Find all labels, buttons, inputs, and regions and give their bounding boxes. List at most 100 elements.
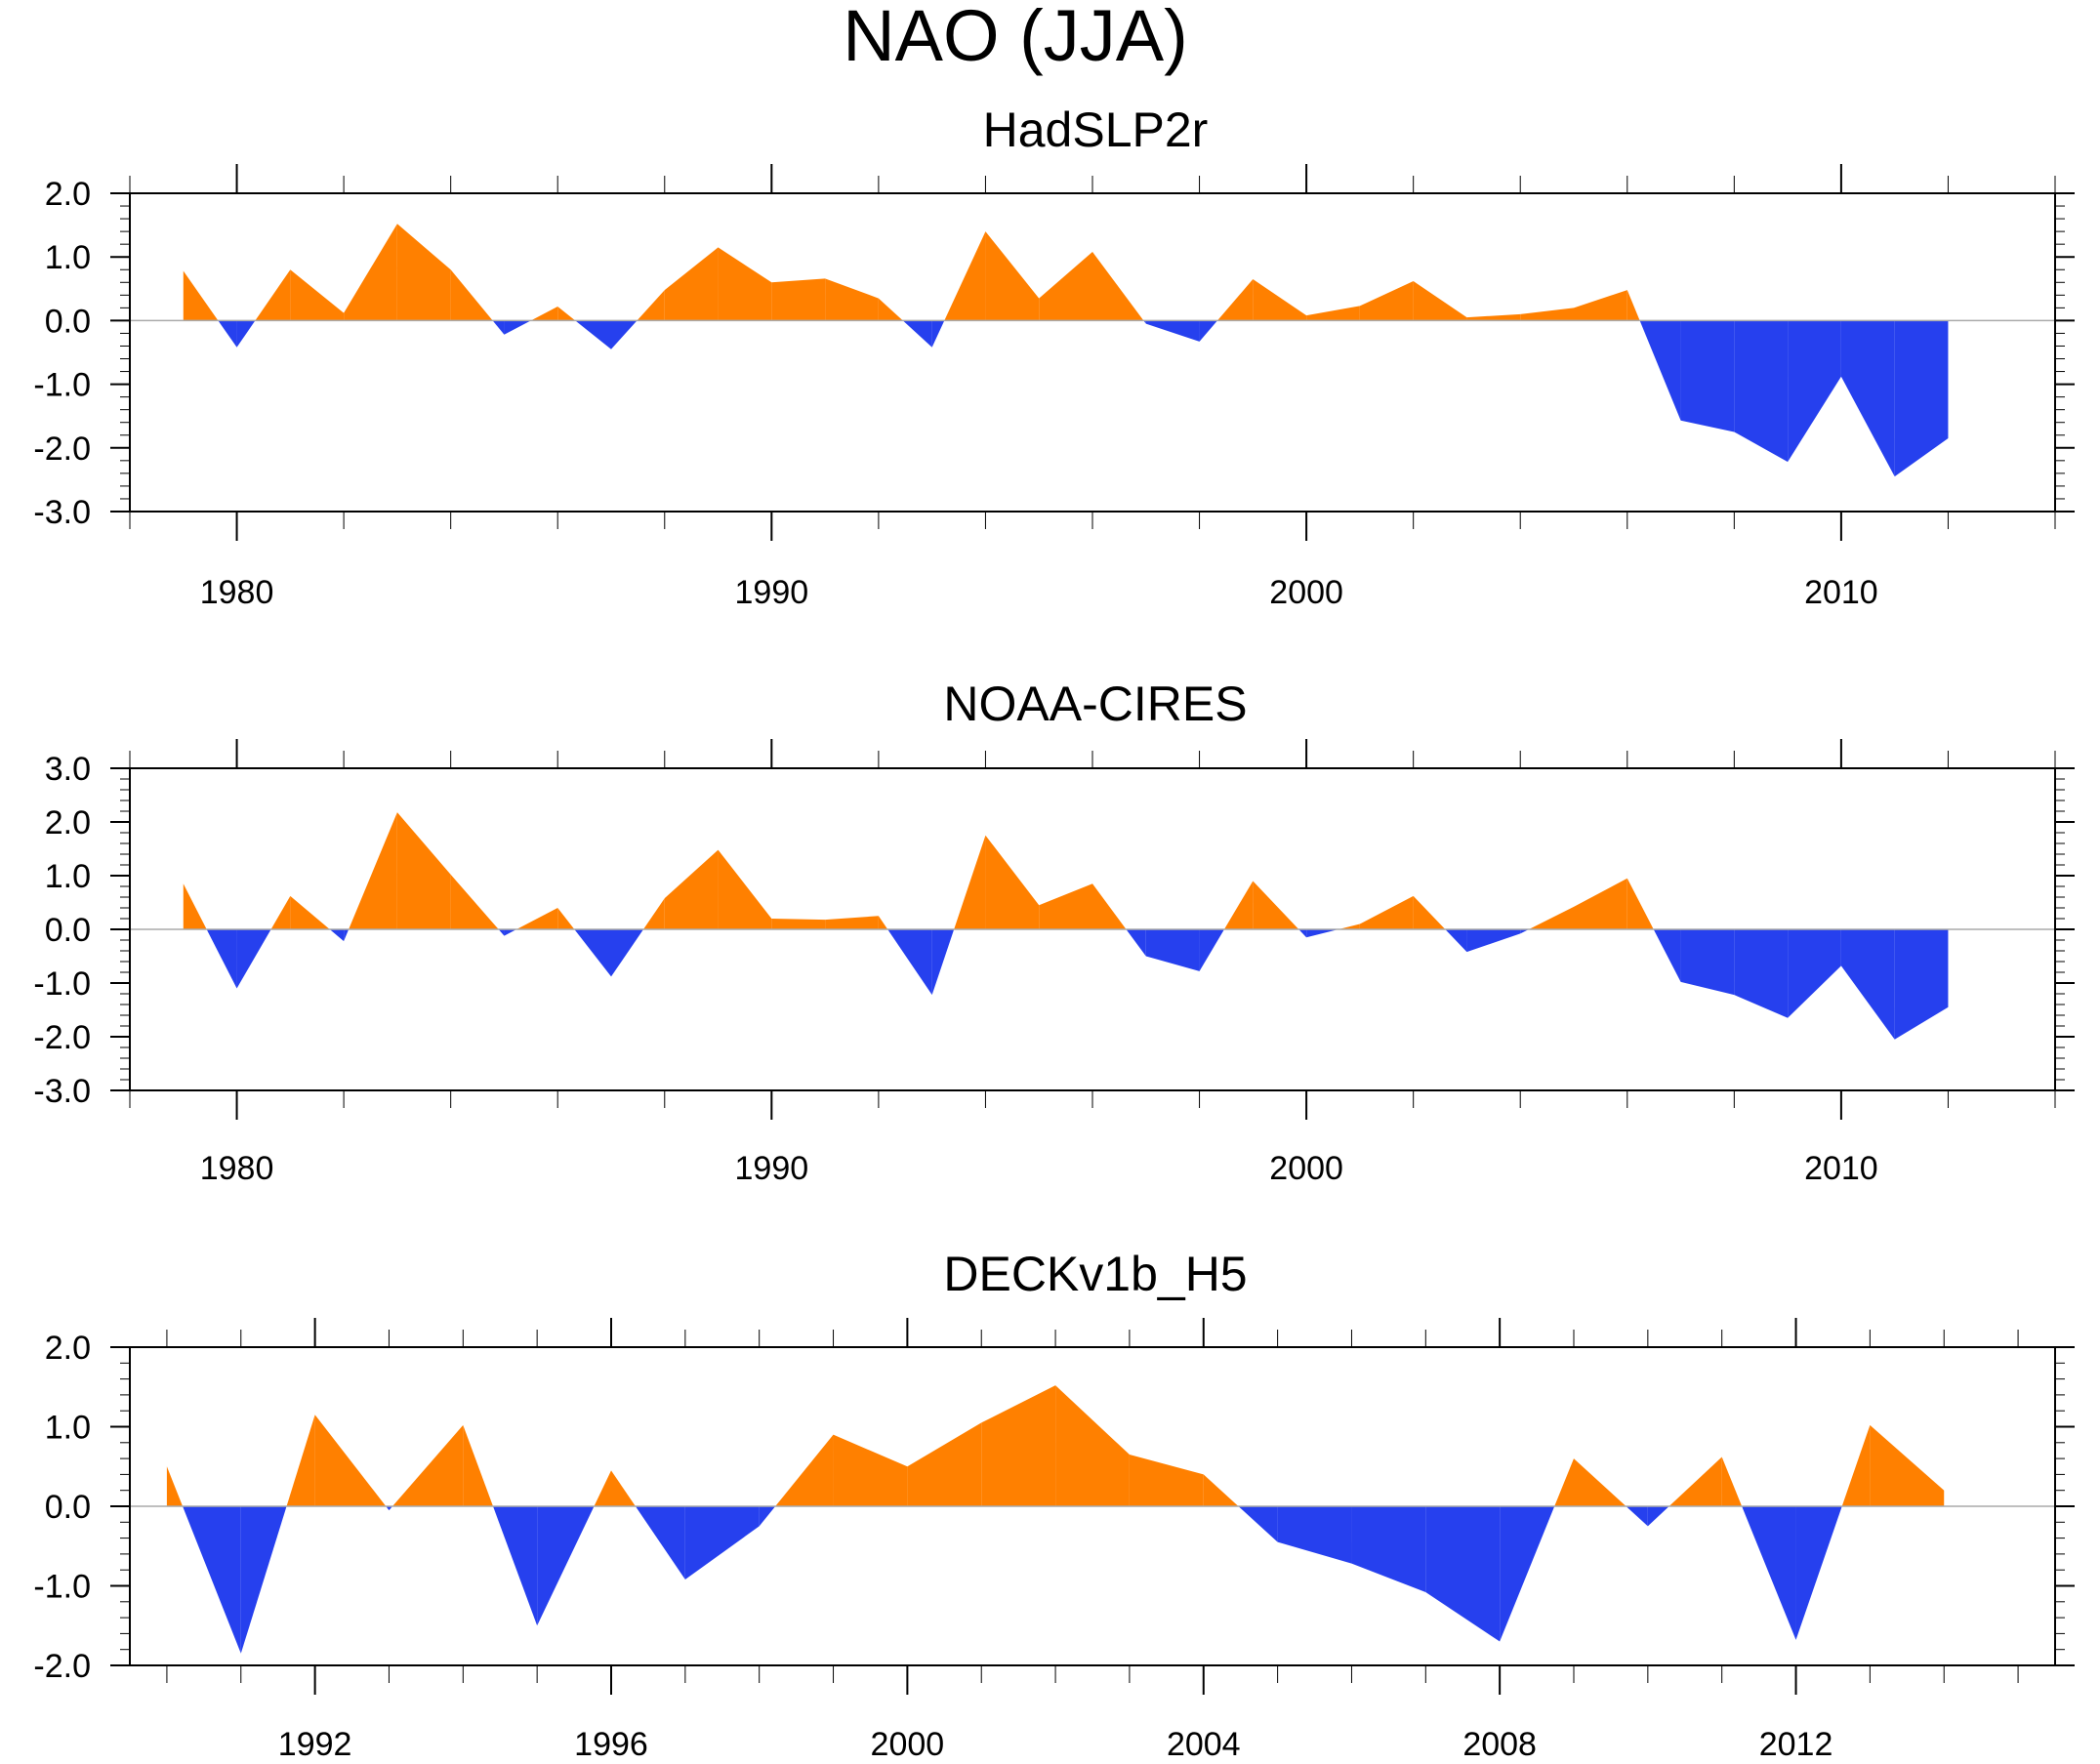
- deckv1b-h5-area-segment-1993-2: [392, 1424, 464, 1506]
- hadslp2r-area-segment-1986-2: [575, 320, 611, 349]
- deckv1b-h5-area-segment-1999-1: [833, 1434, 908, 1506]
- noaa-cires-ytick-label: 1.0: [45, 858, 91, 895]
- panel-hadslp2r: HadSLP2r -3.0 -2.0 -1.0 0.0 1.0 2.0 1980 1990 20…: [33, 103, 2075, 611]
- noaa-cires-area-segment-1984-2: [498, 929, 505, 936]
- noaa-cires-ytick-label: -3.0: [33, 1073, 91, 1110]
- noaa-cires-area-segment-2008-1: [1734, 929, 1789, 1018]
- deckv1b-h5-xtick-label: 1996: [574, 1726, 648, 1763]
- noaa-cires-area-segment-2002-2: [1445, 929, 1467, 953]
- hadslp2r-area-segment-1987-2: [637, 290, 665, 321]
- noaa-cires-area-segment-1982-1: [344, 929, 350, 942]
- noaa-cires-area-segment-1992-1: [878, 916, 888, 929]
- noaa-cires-area-segment-1988-1: [664, 849, 719, 929]
- noaa-cires-area-segment-2010-1: [1840, 929, 1895, 1040]
- deckv1b-h5-area-segment-1994-1: [463, 1424, 494, 1506]
- hadslp2r-xtick-label: 2000: [1269, 574, 1343, 611]
- hadslp2r-area-segment-1981-1: [290, 269, 345, 321]
- noaa-cires-area-segment-1990-1: [771, 919, 826, 929]
- noaa-cires-xtick-label: 1990: [735, 1150, 809, 1187]
- hadslp2r-area-segment-1991-1: [825, 278, 879, 321]
- deckv1b-h5-ytick-label: -1.0: [33, 1569, 91, 1606]
- hadslp2r-area-segment-1998-1: [1199, 320, 1217, 342]
- hadslp2r-area-segment-1996-1: [1092, 251, 1144, 321]
- deckv1b-h5-area-segment-2007-1: [1425, 1506, 1501, 1642]
- deckv1b-h5-area-segment-2011-2: [1742, 1506, 1796, 1640]
- deckv1b-h5-area-segment-1992-2: [386, 1506, 390, 1511]
- noaa-cires-ytick-label: -1.0: [33, 965, 91, 1003]
- panel-deckv1b-h5: DECKv1b_H5 -2.0 -1.0 0.0 1.0 2.0 1992 1996 2000…: [33, 1247, 2075, 1763]
- noaa-cires-area-segment-1985-2: [516, 908, 558, 929]
- noaa-cires-area-segment-1998-2: [1223, 881, 1254, 929]
- noaa-cires-area-segment-1993-1: [931, 929, 955, 996]
- panel-title-noaa-cires: NOAA-CIRES: [943, 677, 1247, 731]
- noaa-cires-area-segment-1999-1: [1253, 881, 1299, 929]
- deckv1b-h5-area-segment-2010-2: [1668, 1456, 1722, 1506]
- hadslp2r-area-segment-1985-2: [530, 307, 558, 321]
- noaa-cires-area-segment-2003-1: [1466, 929, 1521, 953]
- hadslp2r-area-segment-1986-1: [557, 307, 576, 321]
- hadslp2r-area-segment-2011-1: [1894, 320, 1949, 477]
- hadslp2r-area-segment-1979-1: [183, 270, 219, 321]
- deckv1b-h5-area-segment-1996-2: [635, 1506, 685, 1579]
- hadslp2r-ytick-label: 0.0: [45, 303, 91, 340]
- noaa-cires-area-segment-2007-1: [1680, 929, 1735, 996]
- deckv1b-h5-area-segment-1998-2: [775, 1434, 834, 1506]
- deckv1b-h5-area-segment-1990-1: [166, 1466, 184, 1506]
- deckv1b-h5-ytick-label: -2.0: [33, 1648, 91, 1685]
- hadslp2r-area-segment-2001-1: [1359, 280, 1414, 321]
- deckv1b-h5-area-segment-2012-2: [1841, 1424, 1871, 1506]
- hadslp2r-ytick-label: 1.0: [45, 239, 91, 276]
- noaa-cires-area-segment-2006-1: [1626, 878, 1654, 929]
- deckv1b-h5-area-segment-2005-1: [1277, 1506, 1352, 1564]
- deckv1b-h5-area-segment-1995-1: [537, 1506, 595, 1626]
- noaa-cires-area-segment-1992-2: [887, 929, 932, 996]
- noaa-cires-area-segment-1983-1: [396, 812, 451, 929]
- deckv1b-h5-area-segment-1990-2: [183, 1506, 241, 1654]
- hadslp2r-ytick-label: -3.0: [33, 494, 91, 531]
- hadslp2r-area-segment-1993-1: [931, 320, 945, 348]
- hadslp2r-area-segment-2006-1: [1626, 290, 1640, 321]
- hadslp2r-area-segment-1980-2: [255, 269, 291, 321]
- noaa-cires-ytick-label: 3.0: [45, 751, 91, 788]
- noaa-cires-area-segment-1996-2: [1126, 929, 1146, 957]
- panel-title-deckv1b-h5: DECKv1b_H5: [943, 1247, 1247, 1301]
- hadslp2r-area-segment-1990-1: [771, 278, 826, 321]
- deckv1b-h5-area-segment-1991-2: [286, 1415, 315, 1506]
- hadslp2r-area-segment-1985-1: [504, 320, 531, 335]
- hadslp2r-area-segment-1988-1: [664, 247, 719, 321]
- hadslp2r-xtick-label: 1980: [200, 574, 274, 611]
- deckv1b-h5-area-segment-2011-1: [1721, 1456, 1743, 1506]
- noaa-cires-area-segment-1989-1: [718, 849, 772, 929]
- hadslp2r-area-segment-2002-1: [1413, 280, 1467, 321]
- deckv1b-h5-area-segment-2006-1: [1351, 1506, 1426, 1593]
- noaa-cires-area-segment-1984-1: [450, 874, 499, 929]
- deckv1b-h5-area-segment-2013-1: [1870, 1424, 1945, 1506]
- noaa-cires-area-segment-1993-2: [954, 835, 986, 929]
- deckv1b-h5-area-segment-2012-1: [1795, 1506, 1842, 1640]
- noaa-cires-area-segment-1986-2: [574, 929, 611, 977]
- hadslp2r-ytick-label: -2.0: [33, 431, 91, 468]
- deckv1b-h5-xtick-label: 2008: [1462, 1726, 1537, 1763]
- deckv1b-h5-area-segment-1995-2: [594, 1470, 611, 1506]
- hadslp2r-area-segment-1980-1: [236, 320, 256, 348]
- hadslp2r-area-segment-1992-1: [878, 298, 903, 321]
- noaa-cires-area-segment-1999-2: [1298, 929, 1307, 938]
- deckv1b-h5-xtick-label: 2000: [871, 1726, 945, 1763]
- noaa-cires-area-segment-2011-1: [1894, 929, 1949, 1040]
- noaa-cires-ytick-label: 0.0: [45, 912, 91, 949]
- hadslp2r-area-segment-1989-1: [718, 247, 772, 321]
- deckv1b-h5-area-segment-2009-2: [1626, 1506, 1648, 1527]
- noaa-cires-area-segment-2004-2: [1528, 906, 1574, 929]
- hadslp2r-area-segment-1994-1: [985, 231, 1040, 321]
- noaa-cires-area-segment-1979-1: [183, 883, 207, 929]
- noaa-cires-xtick-label: 2000: [1269, 1150, 1343, 1187]
- noaa-cires-area-segment-1998-1: [1199, 929, 1224, 971]
- deckv1b-h5-ytick-label: 1.0: [45, 1410, 91, 1447]
- noaa-cires-area-segment-1987-1: [611, 929, 644, 977]
- deckv1b-h5-area-segment-1998-1: [759, 1506, 776, 1527]
- noaa-cires-area-segment-2000-1: [1306, 929, 1338, 938]
- noaa-cires-area-segment-1980-1: [236, 929, 271, 989]
- deckv1b-h5-area-segment-2002-1: [1055, 1385, 1130, 1506]
- noaa-cires-area-segment-1996-1: [1092, 883, 1127, 929]
- hadslp2r-area-segment-1992-2: [902, 320, 932, 348]
